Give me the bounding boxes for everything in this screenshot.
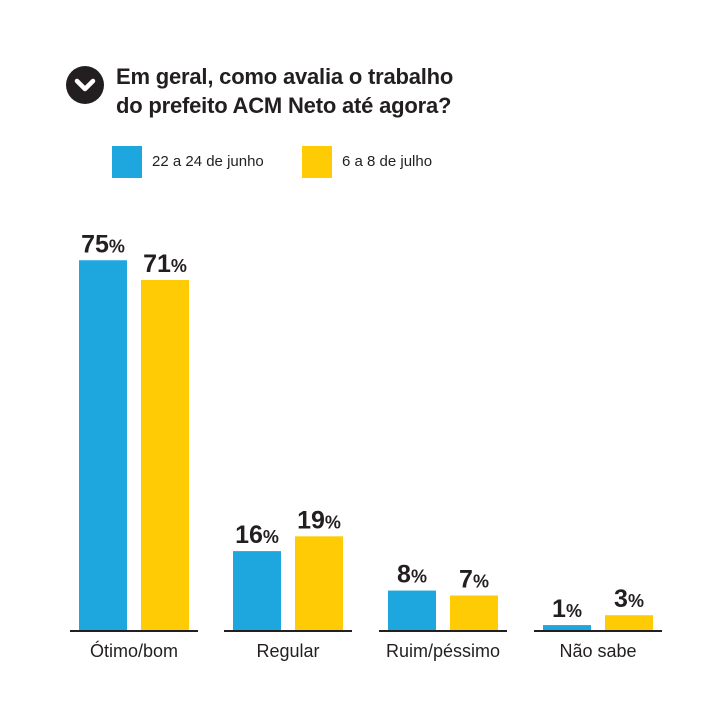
bar-otimo-bom-series-2 xyxy=(141,279,189,630)
legend-label-series-2: 6 a 8 de julho xyxy=(342,153,433,170)
bar-regular-series-2 xyxy=(295,536,343,630)
data-label-regular-series-1: 16% xyxy=(235,521,279,549)
bar-otimo-bom-series-1 xyxy=(79,260,127,630)
data-label-ruim-pessimo-series-1: 8% xyxy=(397,561,427,589)
chart-title-line-1: Em geral, como avalia o trabalho xyxy=(116,64,454,89)
category-label-nao-sabe: Não sabe xyxy=(559,641,636,661)
chevron-down-icon[interactable] xyxy=(66,66,104,104)
chart-title: Em geral, como avalia o trabalho do pref… xyxy=(116,62,656,120)
data-label-regular-series-2: 19% xyxy=(297,506,341,534)
category-label-regular: Regular xyxy=(256,641,319,661)
legend-swatch-series-1 xyxy=(112,146,142,178)
legend-label-series-1: 22 a 24 de junho xyxy=(152,153,264,170)
bar-nao-sabe-series-1 xyxy=(543,625,591,630)
data-label-nao-sabe-series-1: 1% xyxy=(552,595,582,623)
bar-ruim-pessimo-series-2 xyxy=(450,595,498,630)
data-label-nao-sabe-series-2: 3% xyxy=(614,585,644,613)
bar-regular-series-1 xyxy=(233,551,281,630)
chart-title-line-2: do prefeito ACM Neto até agora? xyxy=(116,93,452,118)
category-label-ruim-pessimo: Ruim/péssimo xyxy=(386,641,500,661)
category-label-otimo-bom: Ótimo/bom xyxy=(90,640,178,661)
data-label-otimo-bom-series-1: 75% xyxy=(81,230,125,258)
bar-nao-sabe-series-2 xyxy=(605,615,653,630)
legend-swatch-series-2 xyxy=(302,146,332,178)
data-label-ruim-pessimo-series-2: 7% xyxy=(459,565,489,593)
bar-ruim-pessimo-series-1 xyxy=(388,590,436,630)
data-label-otimo-bom-series-2: 71% xyxy=(143,250,187,278)
